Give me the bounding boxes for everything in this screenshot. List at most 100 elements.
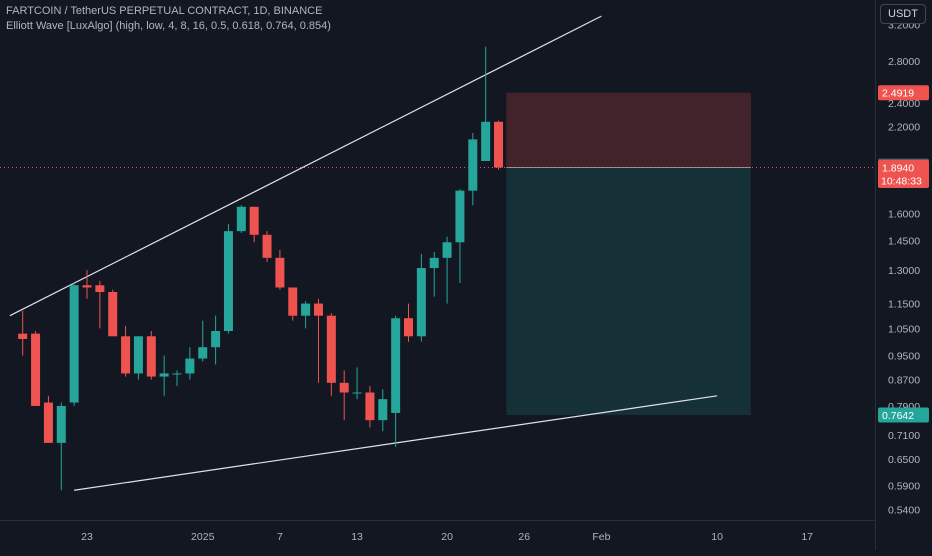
- candle-body: [468, 139, 478, 191]
- candle-body: [326, 315, 336, 383]
- candle: [159, 355, 169, 396]
- candle: [211, 315, 221, 365]
- candle-body: [313, 303, 323, 316]
- time-axis-labels: 2320257132026Feb101723: [81, 531, 890, 543]
- candle-body: [339, 382, 349, 393]
- indicator-legend[interactable]: Elliott Wave [LuxAlgo] (high, low, 4, 8,…: [6, 20, 331, 32]
- price-tick-label: 0.7100: [888, 430, 920, 442]
- candle-body: [236, 206, 246, 232]
- candle-body: [172, 373, 182, 375]
- candle-body: [262, 234, 272, 258]
- candle: [108, 289, 118, 337]
- candle: [352, 367, 362, 400]
- candle: [31, 330, 41, 406]
- candle-body: [56, 405, 66, 443]
- take-profit-zone: [506, 167, 751, 416]
- time-tick-label: 2025: [191, 531, 215, 543]
- price-tick-label: 0.6500: [888, 454, 920, 466]
- candle: [416, 253, 426, 342]
- candle: [82, 270, 92, 299]
- time-tick-label: 23: [81, 531, 93, 543]
- candle-body: [146, 336, 156, 377]
- price-axis[interactable]: 3.2000 2.8000 2.4000 2.2000 1.6000 1.4500 1.30…: [875, 0, 932, 550]
- candle: [133, 336, 143, 380]
- candle: [198, 320, 208, 362]
- price-tick-label: 1.3000: [888, 265, 920, 277]
- candle-body: [159, 373, 169, 377]
- candle: [429, 251, 439, 297]
- candle: [404, 303, 413, 342]
- price-tick-label: 1.6000: [888, 209, 920, 221]
- candle: [494, 120, 504, 170]
- candle-body: [481, 121, 491, 161]
- candle-body: [391, 318, 401, 413]
- candle-body: [18, 333, 28, 339]
- candle: [121, 325, 131, 377]
- time-axis[interactable]: 2320257132026Feb101723: [0, 520, 890, 551]
- candle: [442, 236, 452, 304]
- candle-body: [223, 231, 233, 331]
- candle-body: [288, 287, 298, 316]
- chart-area[interactable]: [0, 0, 875, 520]
- candle: [223, 223, 233, 334]
- candlestick-chart[interactable]: [0, 0, 875, 520]
- time-tick-label: 26: [518, 531, 530, 543]
- candle: [185, 347, 195, 380]
- candle: [468, 132, 478, 206]
- price-tick-label: 0.5900: [888, 481, 920, 493]
- candle: [236, 205, 246, 233]
- candle-body: [455, 190, 465, 243]
- candle: [378, 389, 388, 432]
- candle: [365, 386, 375, 428]
- candle-body: [301, 303, 311, 316]
- candle: [275, 249, 285, 290]
- price-tick-label: 0.8700: [888, 375, 920, 387]
- candle: [56, 402, 66, 491]
- price-tick-label: 2.8000: [888, 56, 920, 68]
- candle-body: [352, 392, 362, 394]
- candle-body: [31, 333, 41, 406]
- candle-body: [249, 206, 259, 235]
- candle: [455, 189, 465, 284]
- candle: [391, 315, 401, 447]
- price-tick-label: 0.5400: [888, 505, 920, 517]
- price-tick-label: 2.2000: [888, 122, 920, 134]
- price-tick-label: 2.4000: [888, 98, 920, 110]
- candle-body: [69, 285, 79, 403]
- time-tick-label: 13: [351, 531, 363, 543]
- candle: [146, 330, 156, 380]
- candle-body: [429, 257, 439, 269]
- candle-body: [121, 336, 131, 374]
- trendline-upper: [9, 15, 602, 317]
- candle: [43, 395, 53, 443]
- price-tick-label: 1.0500: [888, 323, 920, 335]
- time-tick-label: 17: [801, 531, 813, 543]
- candle-body: [185, 358, 195, 374]
- time-tick-label: 7: [277, 531, 283, 543]
- candle: [95, 280, 105, 329]
- candle: [249, 206, 259, 243]
- candle: [288, 287, 298, 321]
- candle-body: [365, 392, 375, 421]
- price-marker-label: 2.4919: [882, 88, 914, 100]
- candle-body: [442, 242, 452, 258]
- candle-body: [198, 347, 208, 359]
- price-marker: [878, 160, 929, 189]
- time-tick-label: 20: [441, 531, 453, 543]
- candle-body: [275, 257, 285, 288]
- currency-button[interactable]: USDT: [880, 4, 926, 24]
- bar-countdown-label: 10:48:33: [881, 176, 922, 188]
- candle-body: [43, 402, 53, 443]
- candle-body: [378, 399, 388, 421]
- candle-body: [211, 330, 221, 348]
- candle-body: [494, 121, 504, 168]
- candle-body: [416, 268, 426, 337]
- candle-body: [95, 285, 105, 292]
- price-marker: [878, 85, 929, 101]
- price-marker: [878, 407, 929, 423]
- candle: [262, 231, 272, 262]
- price-tick-label: 1.4500: [888, 235, 920, 247]
- candle: [326, 313, 336, 396]
- candle-body: [133, 336, 143, 374]
- price-tick-label: 1.1500: [888, 299, 920, 311]
